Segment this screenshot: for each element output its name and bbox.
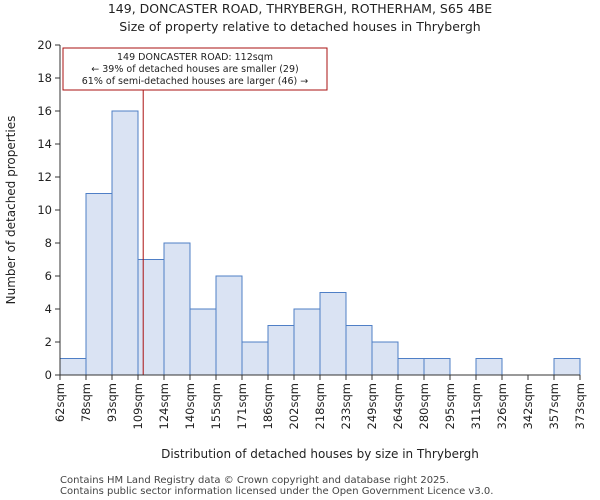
bar-233sqm — [345, 325, 373, 376]
x-tick-label-155sqm: 155sqm — [209, 383, 223, 429]
x-tick-label-249sqm: 249sqm — [365, 383, 379, 429]
x-tick-label-202sqm: 202sqm — [287, 383, 301, 429]
bar-171sqm — [241, 341, 269, 376]
x-tick-label-311sqm: 311sqm — [469, 383, 483, 429]
footer-line-2: Contains public sector information licen… — [60, 486, 493, 497]
y-tick-label-12: 12 — [37, 170, 52, 184]
x-tick-label-171sqm: 171sqm — [235, 383, 249, 429]
chart-title: 149, DONCASTER ROAD, THRYBERGH, ROTHERHA… — [108, 1, 492, 16]
y-tick-label-0: 0 — [45, 368, 52, 382]
x-axis-label: Distribution of detached houses by size … — [161, 447, 479, 461]
y-tick-label-18: 18 — [37, 71, 52, 85]
y-tick-label-20: 20 — [37, 38, 52, 52]
x-tick-label-342sqm: 342sqm — [521, 383, 535, 429]
x-tick-label-93sqm: 93sqm — [105, 383, 119, 422]
y-tick-label-16: 16 — [37, 104, 52, 118]
bar-280sqm — [423, 358, 451, 376]
x-tick-label-326sqm: 326sqm — [495, 383, 509, 429]
x-tick-label-62sqm: 62sqm — [53, 383, 67, 422]
bars-group — [59, 110, 581, 376]
x-tick-label-78sqm: 78sqm — [79, 383, 93, 422]
bar-249sqm — [371, 341, 399, 376]
x-tick-label-140sqm: 140sqm — [183, 383, 197, 429]
annotation-line-3: 61% of semi-detached houses are larger (… — [82, 76, 309, 87]
x-tick-label-280sqm: 280sqm — [417, 383, 431, 429]
x-tick-label-109sqm: 109sqm — [131, 383, 145, 429]
annotation-line-2: ← 39% of detached houses are smaller (29… — [91, 64, 298, 75]
y-tick-label-10: 10 — [37, 203, 52, 217]
bar-186sqm — [267, 325, 295, 376]
bar-93sqm — [111, 110, 139, 376]
x-tick-label-233sqm: 233sqm — [339, 383, 353, 429]
bar-311sqm — [475, 358, 503, 376]
y-tick-label-2: 2 — [45, 335, 52, 349]
y-ticks-group: 0 2 4 6 8 10 12 14 16 18 20 — [37, 38, 60, 382]
annotation-line-1: 149 DONCASTER ROAD: 112sqm — [117, 52, 273, 63]
bar-264sqm — [397, 358, 425, 376]
y-tick-label-4: 4 — [45, 302, 52, 316]
x-tick-label-373sqm: 373sqm — [573, 383, 587, 429]
footer-line-1: Contains HM Land Registry data © Crown c… — [60, 475, 449, 486]
bar-202sqm — [293, 308, 321, 376]
x-tick-label-295sqm: 295sqm — [443, 383, 457, 429]
x-tick-label-124sqm: 124sqm — [157, 383, 171, 429]
annotation-box: 149 DONCASTER ROAD: 112sqm ← 39% of deta… — [62, 47, 328, 91]
chart-subtitle: Size of property relative to detached ho… — [119, 19, 480, 34]
x-tick-label-264sqm: 264sqm — [391, 383, 405, 429]
x-ticks-group: 62sqm 78sqm 93sqm 109sqm 124sqm 140sqm 155sqm 1… — [53, 375, 587, 429]
bar-140sqm — [189, 308, 217, 376]
bar-109sqm — [137, 259, 165, 376]
y-axis-label: Number of detached properties — [4, 116, 18, 305]
x-tick-label-186sqm: 186sqm — [261, 383, 275, 429]
y-tick-label-8: 8 — [45, 236, 52, 250]
bar-78sqm — [85, 193, 113, 376]
bar-62sqm — [59, 358, 87, 376]
y-tick-label-14: 14 — [37, 137, 52, 151]
x-tick-label-357sqm: 357sqm — [547, 383, 561, 429]
y-tick-label-6: 6 — [45, 269, 52, 283]
bar-124sqm — [163, 242, 191, 376]
bar-357sqm — [553, 358, 581, 376]
bar-155sqm — [215, 275, 243, 376]
bar-218sqm — [319, 292, 347, 376]
annotation-frame — [62, 47, 328, 91]
x-tick-label-218sqm: 218sqm — [313, 383, 327, 429]
